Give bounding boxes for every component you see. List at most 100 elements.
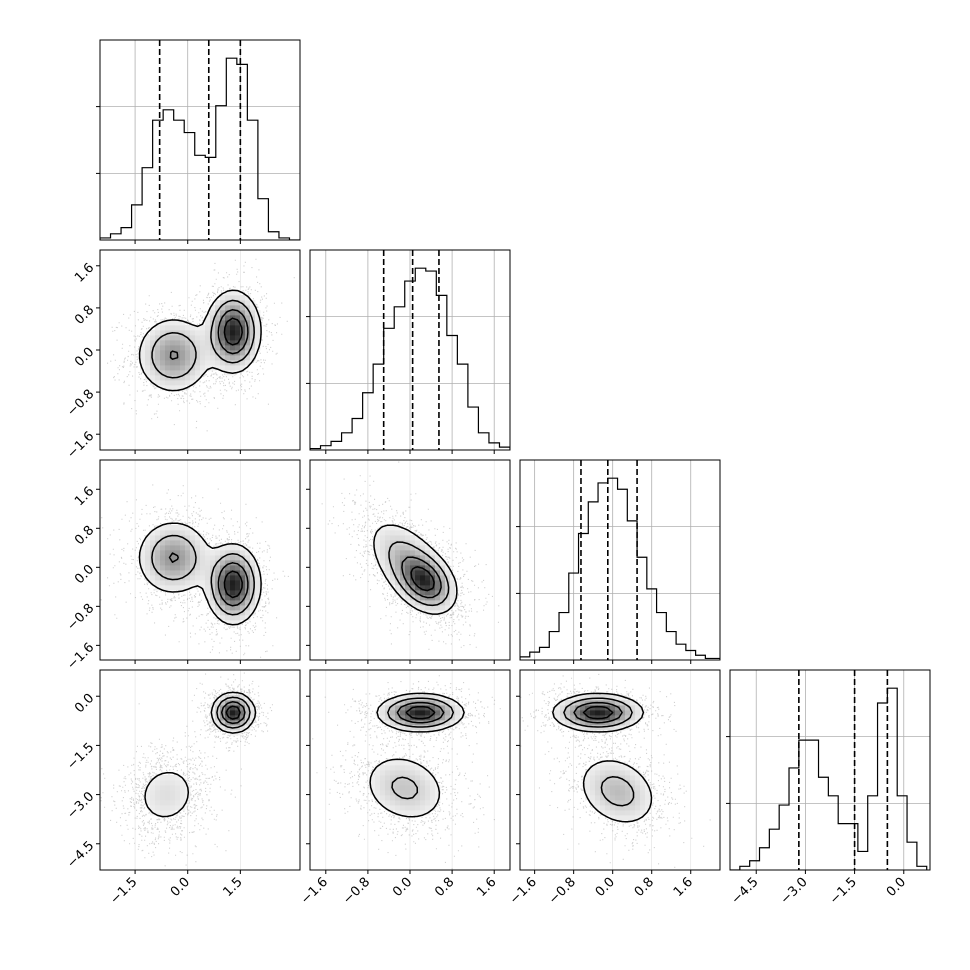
density-cell bbox=[190, 575, 196, 581]
density-cell bbox=[225, 565, 231, 571]
density-cell bbox=[170, 580, 176, 586]
density-cell bbox=[420, 560, 426, 566]
density-cell bbox=[240, 355, 246, 361]
density-cell bbox=[210, 575, 216, 581]
density-cell bbox=[615, 800, 621, 806]
density-cell bbox=[240, 695, 246, 701]
density-cell bbox=[410, 765, 416, 771]
density-cell bbox=[225, 320, 231, 326]
density-cell bbox=[385, 550, 391, 556]
density-cell bbox=[220, 575, 226, 581]
density-cell bbox=[175, 790, 181, 796]
density-cell bbox=[230, 620, 236, 626]
contours bbox=[144, 691, 257, 818]
density-cell bbox=[160, 580, 166, 586]
density-cell bbox=[615, 700, 621, 706]
density-cell bbox=[400, 720, 406, 726]
density-cell bbox=[450, 705, 456, 711]
density-cell bbox=[225, 325, 231, 331]
density-cell bbox=[215, 325, 221, 331]
density-cell bbox=[140, 545, 146, 551]
density-cell bbox=[645, 805, 651, 811]
density-cell bbox=[185, 560, 191, 566]
density-cell bbox=[405, 780, 411, 786]
density-cell bbox=[255, 325, 261, 331]
contour-line bbox=[387, 697, 455, 800]
density-cell bbox=[600, 710, 606, 716]
density-cell bbox=[615, 720, 621, 726]
density-cell bbox=[175, 575, 181, 581]
density-cell bbox=[555, 705, 561, 711]
density-cell bbox=[565, 710, 571, 716]
density-cell bbox=[230, 580, 236, 586]
density-cell bbox=[435, 560, 441, 566]
density-cell bbox=[625, 800, 631, 806]
density-cell bbox=[205, 560, 211, 566]
density-cell bbox=[395, 790, 401, 796]
density-cell bbox=[165, 340, 171, 346]
density-cell bbox=[240, 305, 246, 311]
density-cell bbox=[425, 570, 431, 576]
density-cell bbox=[405, 560, 411, 566]
density-cell bbox=[165, 800, 171, 806]
density-cell bbox=[405, 585, 411, 591]
density-cell bbox=[240, 610, 246, 616]
density-cell bbox=[375, 780, 381, 786]
density-cell bbox=[385, 765, 391, 771]
density-cell bbox=[235, 355, 241, 361]
density-cell bbox=[220, 310, 226, 316]
density-cell bbox=[385, 720, 391, 726]
density-cell bbox=[385, 565, 391, 571]
density-cell bbox=[240, 600, 246, 606]
density-cell bbox=[240, 720, 246, 726]
density-cell bbox=[400, 785, 406, 791]
histogram-step bbox=[730, 687, 928, 870]
density-cell bbox=[625, 795, 631, 801]
x-tick-label: −1.6 bbox=[507, 875, 540, 908]
density-cell bbox=[380, 715, 386, 721]
density-cell bbox=[450, 585, 456, 591]
density-cell bbox=[425, 600, 431, 606]
density-cell bbox=[595, 780, 601, 786]
density-cell bbox=[620, 810, 626, 816]
density-cell bbox=[390, 805, 396, 811]
density-cell bbox=[230, 705, 236, 711]
density-cell bbox=[230, 365, 236, 371]
density-cell bbox=[590, 765, 596, 771]
density-cell bbox=[625, 715, 631, 721]
density-cell bbox=[415, 705, 421, 711]
density-cell bbox=[150, 370, 156, 376]
density-cell bbox=[565, 720, 571, 726]
density-cell bbox=[400, 800, 406, 806]
density-cell bbox=[230, 290, 236, 296]
density-cell bbox=[425, 785, 431, 791]
density-cell bbox=[215, 335, 221, 341]
density-cell bbox=[220, 365, 226, 371]
density-cell bbox=[405, 705, 411, 711]
density-cell bbox=[245, 315, 251, 321]
y-tick-label: −3.0 bbox=[64, 789, 97, 822]
density-cell bbox=[150, 800, 156, 806]
density-cell bbox=[395, 555, 401, 561]
density-cell bbox=[220, 355, 226, 361]
density-cell bbox=[450, 715, 456, 721]
density-cell bbox=[170, 785, 176, 791]
density-cell bbox=[155, 340, 161, 346]
density-cell bbox=[410, 800, 416, 806]
density-cell bbox=[430, 600, 436, 606]
density-cell bbox=[160, 560, 166, 566]
x-tick-label: 1.5 bbox=[220, 875, 245, 900]
density-cell bbox=[225, 610, 231, 616]
density-cell bbox=[630, 705, 636, 711]
density-cell bbox=[435, 600, 441, 606]
density-cell bbox=[165, 345, 171, 351]
density-cell bbox=[245, 710, 251, 716]
density-cell bbox=[255, 595, 261, 601]
density-cell bbox=[390, 715, 396, 721]
density-cell bbox=[375, 550, 381, 556]
density-cell bbox=[430, 710, 436, 716]
density-cell bbox=[180, 780, 186, 786]
density-cell bbox=[170, 555, 176, 561]
density-cell bbox=[640, 790, 646, 796]
